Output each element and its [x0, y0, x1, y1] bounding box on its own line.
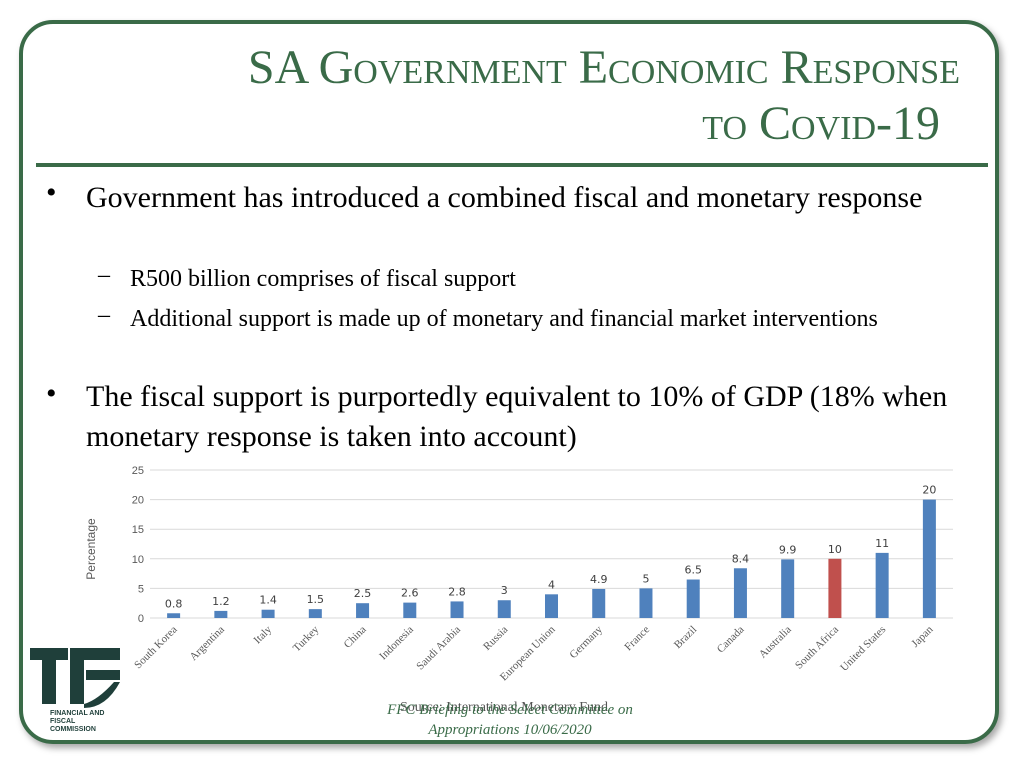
x-tick-label: South Korea	[132, 624, 180, 672]
bar	[922, 499, 936, 618]
data-label: 8.4	[732, 552, 750, 565]
bullet-dot-2: •	[46, 377, 57, 410]
footer-line-2: Appropriations 10/06/2020	[428, 722, 592, 738]
slide-title: SA Government Economic Response to Covid…	[60, 40, 960, 152]
sub-bullet-2: Additional support is made up of monetar…	[130, 306, 878, 332]
y-tick-label: 5	[138, 583, 144, 595]
x-tick-label: Italy	[251, 623, 274, 646]
bar	[308, 609, 322, 618]
data-label: 11	[875, 537, 889, 550]
bar	[592, 588, 606, 618]
x-tick-label: Japan	[909, 623, 936, 650]
data-label: 4.9	[590, 573, 608, 586]
x-tick-label: Germany	[567, 623, 605, 661]
y-tick-label: 10	[132, 554, 144, 566]
slide-footer: FFC Briefing to the Select Committee on …	[340, 700, 680, 740]
x-tick-label: Turkey	[291, 623, 322, 654]
y-tick-label: 0	[138, 613, 144, 625]
data-label: 6.5	[684, 564, 702, 577]
bar	[450, 601, 464, 618]
data-label: 10	[828, 543, 842, 556]
data-label: 2.6	[401, 587, 419, 600]
y-tick-label: 15	[132, 524, 144, 536]
bar	[639, 588, 653, 618]
bar	[356, 603, 370, 618]
x-tick-label: Australia	[757, 624, 794, 661]
chart-source: Source: International Monetary Fund	[400, 700, 609, 715]
bar	[167, 613, 181, 618]
footer-line-1: FFC Briefing to the Select Committee on	[387, 702, 633, 718]
dash-2: –	[98, 302, 110, 328]
bar	[733, 568, 747, 618]
x-tick-label: Brazil	[672, 624, 699, 651]
bar	[403, 602, 417, 618]
title-line-1: SA Government Economic Response	[247, 41, 960, 94]
x-tick-label: South Africa	[793, 624, 841, 672]
bar	[261, 609, 275, 618]
bullet-1: Government has introduced a combined fis…	[86, 181, 923, 214]
x-tick-label: United States	[838, 624, 888, 674]
data-label: 1.2	[212, 595, 230, 608]
x-tick-label: Indonesia	[377, 624, 416, 663]
x-tick-label: Russia	[481, 624, 510, 653]
data-label: 3	[501, 584, 508, 597]
bar	[875, 552, 889, 618]
y-tick-label: 25	[132, 465, 144, 477]
data-label: 9.9	[779, 543, 797, 556]
x-tick-label: Argentina	[188, 624, 228, 664]
data-label: 2.8	[448, 585, 466, 598]
x-tick-label: France	[622, 624, 652, 654]
y-tick-label: 20	[132, 495, 144, 507]
data-label: 4	[548, 578, 555, 591]
bar	[214, 610, 228, 618]
x-tick-label: Canada	[715, 624, 747, 656]
bullet-dot-1: •	[46, 176, 57, 209]
dash-1: –	[98, 262, 110, 288]
bar	[545, 594, 558, 618]
bar	[828, 558, 842, 618]
ffc-logo	[30, 648, 120, 708]
data-label: 2.5	[354, 587, 372, 600]
title-line-2: to Covid-19	[702, 97, 940, 150]
logo-caption: FINANCIAL AND FISCAL COMMISSION	[50, 710, 105, 733]
x-tick-label: China	[342, 624, 369, 651]
data-label: 20	[922, 484, 936, 497]
bar	[497, 600, 511, 618]
data-label: 1.5	[307, 593, 325, 606]
bullet-2: The fiscal support is purportedly equiva…	[86, 380, 948, 453]
x-tick-label: Saudi Arabia	[414, 624, 463, 673]
data-label: 0.8	[165, 597, 183, 610]
bar	[686, 579, 700, 618]
slide-frame	[19, 20, 999, 744]
y-axis-label: Percentage	[84, 518, 98, 580]
sub-bullet-1: R500 billion comprises of fiscal support	[130, 266, 516, 292]
title-divider	[36, 163, 988, 167]
data-label: 1.4	[259, 594, 277, 607]
bar	[781, 559, 795, 618]
data-label: 5	[642, 572, 649, 585]
